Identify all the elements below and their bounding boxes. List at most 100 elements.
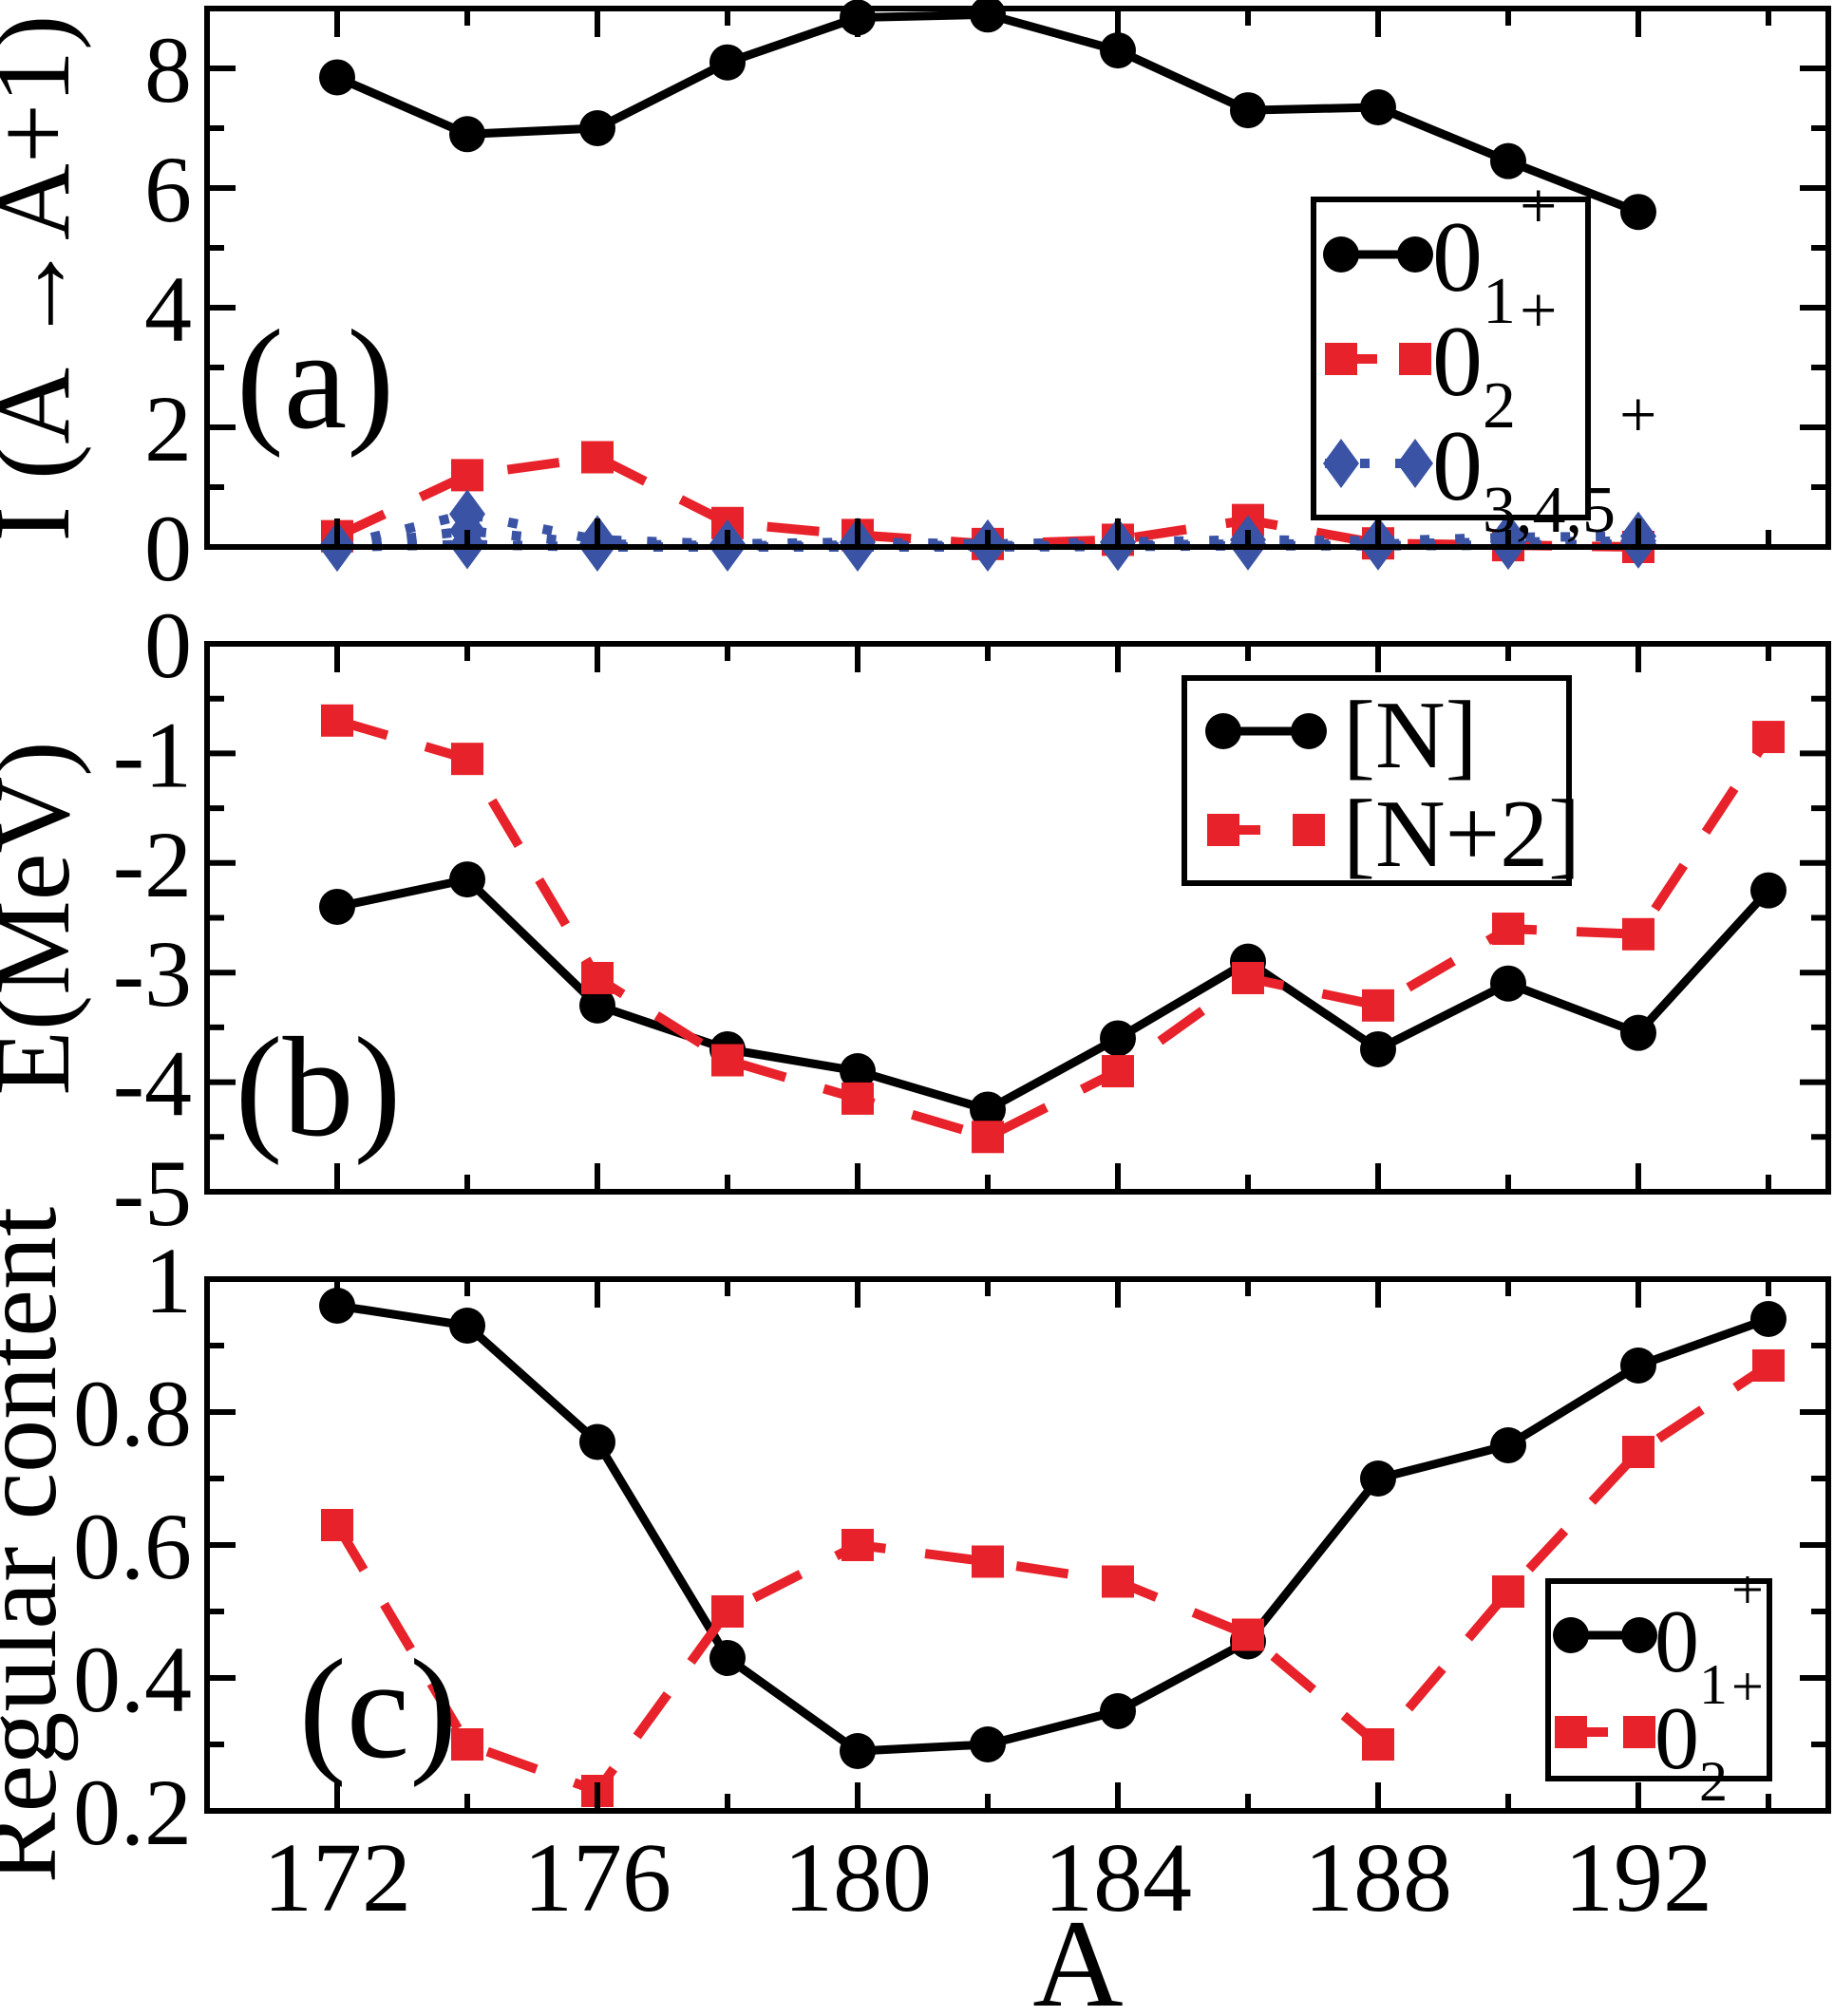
panel-b-ytick-label: -5 [113,1140,192,1246]
panel-a-series-0-marker [1359,88,1396,125]
panel-c-series-0-marker [578,1423,615,1460]
panel-b-series-0-marker [839,1053,876,1090]
panel-b-legend-label: [N] [1343,682,1478,789]
panel-c-ytick-label: 0.4 [73,1627,192,1732]
panel-c-series-0-marker [1749,1301,1787,1337]
panel-c-legend-entry-0: 01+ [1553,1558,1764,1716]
panel-c-series-0-marker [709,1640,746,1676]
panel-a-legend-label: 01+ [1432,170,1557,338]
panel-b-series-1-line [335,715,1773,1142]
panel-b-series-1-marker [1231,961,1264,994]
panel-c-series-0-marker [1099,1693,1136,1729]
panel-b-series-0-marker [1489,965,1526,1002]
panel-b-series-0-marker [448,861,485,898]
panel-c-series-1-marker [841,1529,874,1561]
panel-b-series-0-marker [969,1091,1006,1128]
x-tick-label: 192 [1564,1823,1712,1932]
panel-c-series-0-marker [969,1726,1006,1762]
panel-c-legend: 01+02+ [1545,1558,1772,1813]
panel-b-series-1-marker [320,704,353,737]
panel-c-series-1-marker [1491,1575,1524,1608]
panel-a-series-0-marker [1099,32,1136,69]
panel-a-legend: 01+02+03,4,5+ [1311,170,1656,547]
panel-b-series-1-marker [1101,1055,1134,1088]
marker-circle [1323,236,1359,273]
marker-circle [1397,236,1433,273]
panel-c-series-0-marker [1619,1347,1656,1384]
panel-a-series-0-marker [1619,194,1656,231]
panel-b-series-1-marker [971,1121,1004,1154]
panel-b-series-1-marker [1751,721,1785,754]
panel-a-series-0-marker [578,110,615,146]
panel-c-series-1-marker [450,1728,483,1761]
panel-a-ytick-label: 6 [144,137,192,242]
panel-c-y-axis-title: Regular content [0,1207,79,1883]
panel-b-series-1-marker [710,1044,744,1077]
panel-a-series-1-marker [450,459,483,492]
panel-b-legend-entry-0: [N] [1205,682,1478,789]
panel-b-series-0-marker [1359,1030,1396,1067]
panel-c-series-0-marker [1489,1427,1526,1463]
panel-c-ticks [207,1276,1828,1814]
panel-a-series-2-line [335,509,1639,551]
panel-a-legend-entry-2: 03,4,5+ [1323,379,1656,547]
panel-a-y-axis-title: I (A →A+1) [0,15,92,542]
x-tick-label: 172 [263,1823,411,1932]
marker-square [1207,814,1239,846]
panel-c-series-1-marker [1361,1728,1394,1761]
x-axis-title: A [1032,1894,1123,2016]
panel-c-series-1-marker [1101,1565,1134,1598]
panel-b: 0-1-2-3-4-5 (b) E(MeV) [N][N+2] [0,593,1831,1246]
panel-b-legend-box [1182,675,1572,886]
panel-c-series-1-marker [971,1545,1004,1578]
marker-diamond [1323,439,1359,488]
panel-c-legend-label: 02+ [1654,1655,1764,1813]
panel-b-series-1-marker [841,1082,874,1115]
panel-c-series-1-marker [320,1509,353,1541]
panel-b-ytick-label: 0 [144,593,192,698]
panel-b-series-0-marker [578,987,615,1024]
panel-a-series-1-marker [580,441,614,474]
panel-a-letter: (a) [236,301,394,459]
panel-c-series-1-marker [1751,1349,1785,1382]
x-tick-label: 188 [1304,1823,1452,1932]
panel-c-series-1-marker [1621,1436,1654,1468]
panel-b-ytick-label: -4 [113,1031,192,1137]
panel-b-letter: (b) [236,1008,402,1166]
panel-b-series-1-marker [450,743,483,776]
panel-c-series-1-line [332,1361,1771,1797]
panel-c-series-0-line [336,1301,1770,1756]
panel-a-series-3-line [336,525,1639,552]
marker-diamond [1397,439,1433,488]
panel-a-legend-label: 03,4,5+ [1432,379,1656,547]
marker-square [1623,1716,1655,1748]
marker-circle [1291,713,1327,749]
panel-c: 1 0.8 0.6 0.4 0.2 (c) Regular content 01+02+ [0,1207,1831,1883]
panel-b-ticks [207,641,1828,1195]
panel-c-letter: (c) [299,1630,457,1788]
x-tick-label: 180 [784,1823,932,1932]
panel-b-series-1-marker [1361,989,1394,1022]
panel-a-legend-entry-0: 01+ [1323,170,1557,338]
panel-b-series-0-marker [1749,872,1787,909]
panel-c-legend-entry-1: 02+ [1555,1655,1764,1813]
panel-b-series-0-marker [1099,1020,1136,1057]
panel-b-series-1-marker [1491,913,1524,946]
panel-a-ytick-label: 0 [144,496,192,601]
panel-b-ytick-label: -3 [113,921,192,1027]
marker-square [1325,343,1357,375]
marker-circle [1205,713,1241,749]
panel-a-legend-label: 02+ [1432,274,1557,443]
panel-b-series-0-line [336,875,1772,1115]
panel-b-legend-label: [N+2] [1343,781,1580,888]
panel-b-y-axis-title: E(MeV) [0,741,92,1095]
panel-a-series-0-marker [318,59,355,96]
panel-c-series-0-marker [448,1308,485,1344]
panel-a: 0 2 4 6 8 (a) I (A →A+1) 01+02+03,4,5+ [0,0,1831,601]
panel-c-ytick-label: 0.2 [73,1760,192,1865]
panel-c-series-1-marker [710,1595,744,1628]
x-tick-label: 176 [523,1823,671,1932]
panel-b-series-1-marker [1621,917,1654,951]
